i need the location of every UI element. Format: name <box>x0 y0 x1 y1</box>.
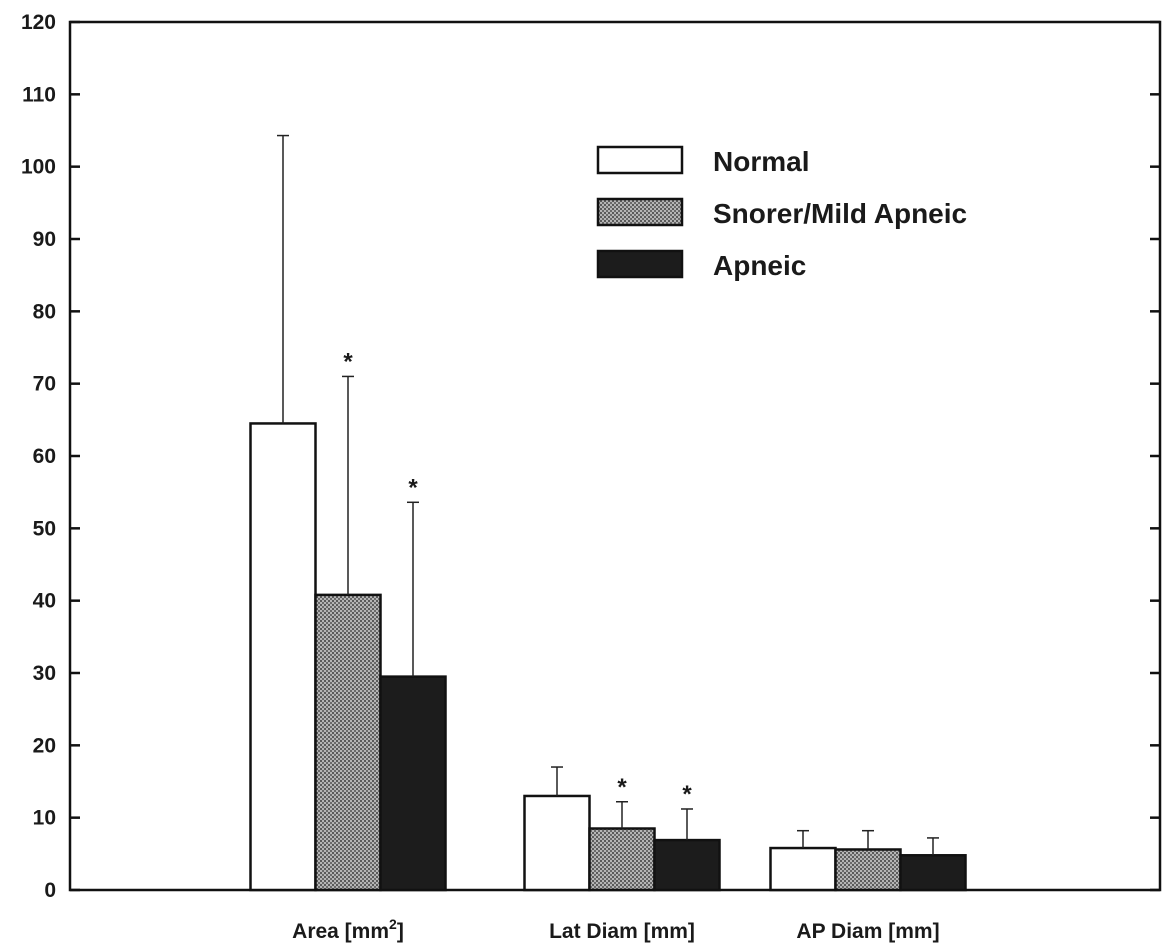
legend: Normal Snorer/Mild Apneic Apneic <box>596 145 967 281</box>
bar <box>249 422 317 892</box>
y-tick-label: 70 <box>33 373 56 396</box>
bar <box>314 593 382 892</box>
x-category-label-superscript: 2 <box>389 916 397 932</box>
bar <box>834 848 902 892</box>
bar <box>653 838 721 892</box>
significance-star: * <box>408 474 418 501</box>
x-category-label: Lat Diam [mm] <box>549 920 695 943</box>
bar <box>769 846 837 892</box>
significance-star: * <box>617 774 627 801</box>
bar <box>899 854 967 892</box>
x-category-label: AP Diam [mm] <box>796 920 939 943</box>
y-axis: 0 10 20 30 40 50 60 70 80 90 100 110 120 <box>21 11 1160 902</box>
bar <box>523 794 591 892</box>
x-category-label-text: AP Diam [mm] <box>796 920 939 943</box>
x-axis-labels: Area [mm2] Lat Diam [mm] AP Diam [mm] <box>292 916 939 943</box>
y-tick-label: 80 <box>33 300 56 323</box>
bars <box>249 422 967 892</box>
y-tick-label: 100 <box>21 156 56 179</box>
legend-label: Apneic <box>713 250 806 281</box>
x-category-label-text: Lat Diam [mm] <box>549 920 695 943</box>
y-tick-label: 120 <box>21 11 56 34</box>
y-tick-label: 30 <box>33 662 56 685</box>
y-tick-label: 90 <box>33 228 56 251</box>
significance-star: * <box>343 348 353 375</box>
legend-swatch <box>596 145 684 175</box>
legend-swatch <box>596 249 684 279</box>
bar <box>588 827 656 892</box>
legend-label: Snorer/Mild Apneic <box>713 198 967 229</box>
y-tick-label: 60 <box>33 445 56 468</box>
bar <box>379 675 447 892</box>
x-category-label: Area [mm2] <box>292 916 404 943</box>
y-tick-label: 10 <box>33 807 56 830</box>
y-tick-label: 0 <box>44 879 56 902</box>
significance-star: * <box>682 781 692 808</box>
significance-markers: * * * * <box>343 348 692 808</box>
legend-label: Normal <box>713 146 809 177</box>
error-bars <box>277 134 939 856</box>
legend-swatch <box>596 197 684 227</box>
y-tick-label: 40 <box>33 590 56 613</box>
y-tick-label: 50 <box>33 517 56 540</box>
x-category-label-text: Area [mm <box>292 920 389 943</box>
x-category-label-suffix: ] <box>397 920 404 943</box>
y-tick-label: 20 <box>33 734 56 757</box>
y-tick-label: 110 <box>22 83 56 106</box>
